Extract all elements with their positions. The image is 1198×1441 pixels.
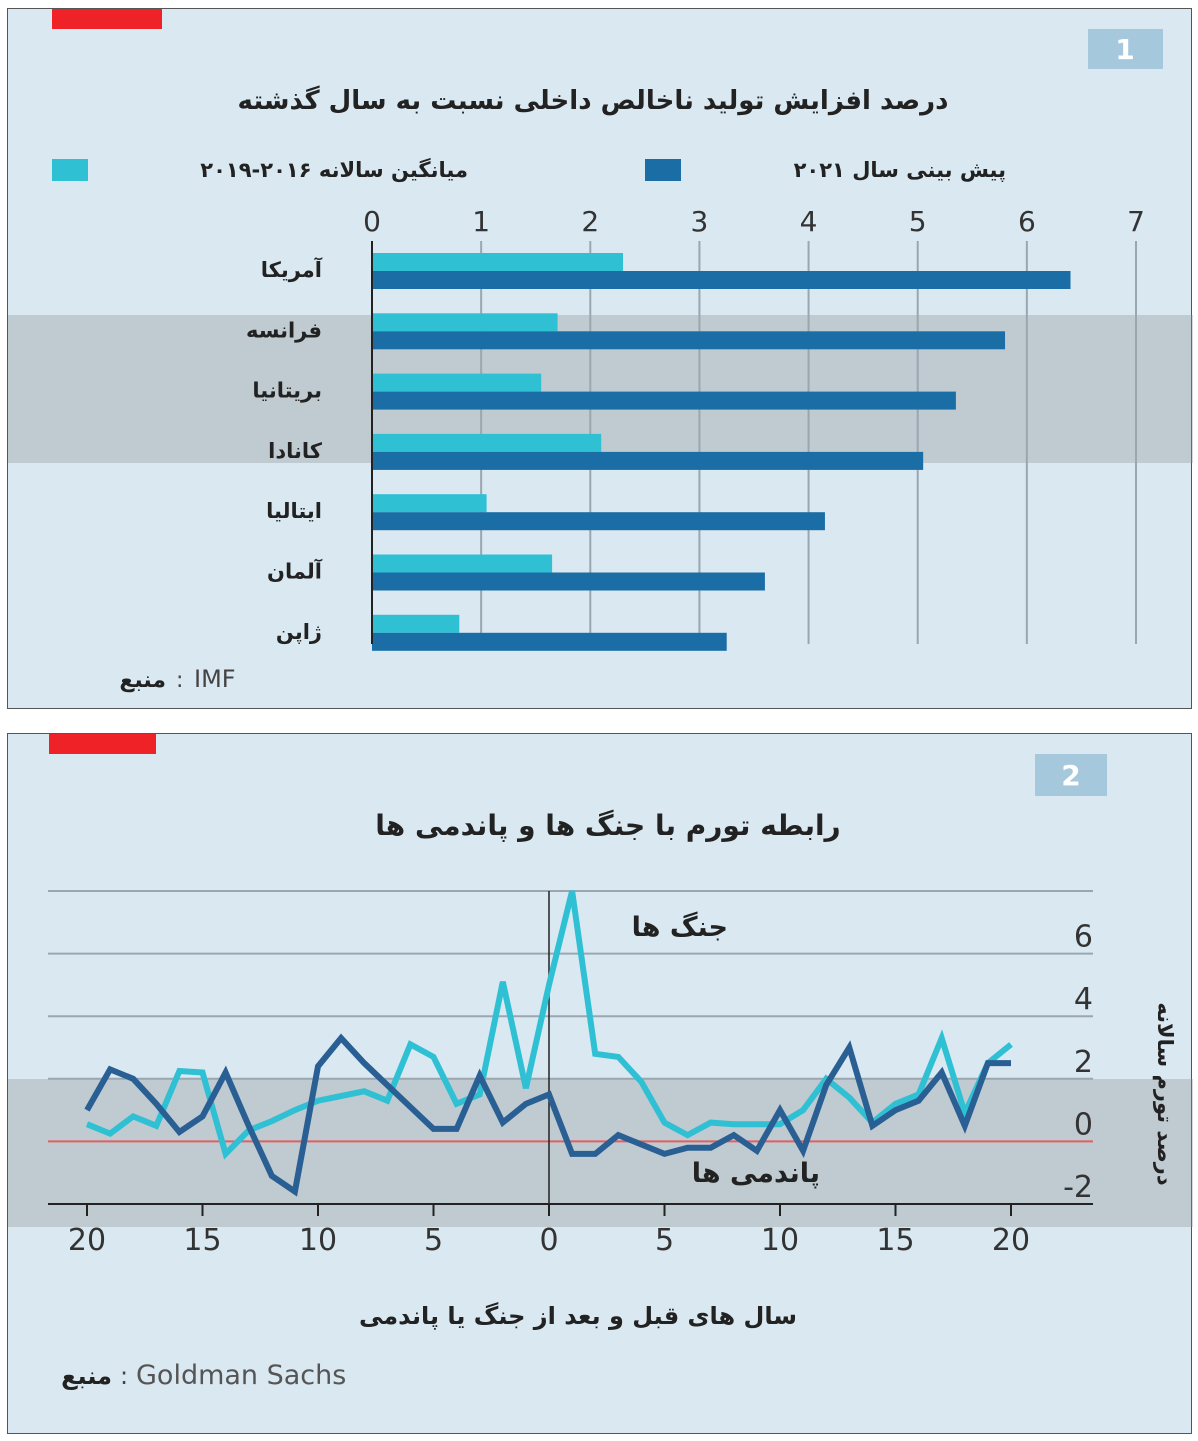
category-label: بریتانیا xyxy=(252,379,322,403)
red-accent-bar xyxy=(52,9,162,29)
bar-forecast xyxy=(372,391,956,410)
x-tick-label: 5 xyxy=(909,205,927,238)
chart-panel-gdp: 1 درصد افزایش تولید ناخالص داخلی نسبت به… xyxy=(7,8,1193,709)
category-label: کانادا xyxy=(268,439,323,463)
x-tick-label: 5 xyxy=(424,1223,443,1258)
chart-number-badge xyxy=(1035,754,1107,796)
bar-average xyxy=(372,494,487,513)
x-tick-label: 3 xyxy=(691,205,709,238)
x-tick-label: 20 xyxy=(992,1223,1030,1258)
x-tick-label: 6 xyxy=(1018,205,1036,238)
series-annotation-pandemics: پاندمی ها xyxy=(692,1158,820,1189)
x-tick-label: 15 xyxy=(876,1223,914,1258)
bar-forecast xyxy=(372,632,727,651)
source-value: IMF xyxy=(194,665,236,693)
source-label: منبع xyxy=(61,1362,112,1390)
x-tick-label: 20 xyxy=(68,1223,106,1258)
y-tick-label: 6 xyxy=(1074,920,1093,955)
y-tick-label: 2 xyxy=(1074,1045,1093,1080)
legend-label-average: میانگین سالانه ۲۰۱۶-۲۰۱۹ xyxy=(200,157,468,182)
bar-forecast xyxy=(372,271,1071,289)
y-axis-label: درصد تورم سالانه xyxy=(1153,1002,1177,1185)
category-label: فرانسه xyxy=(246,318,322,342)
chart-title: رابطه تورم با جنگ ها و پاندمی ها xyxy=(375,809,840,842)
y-tick-label: 0 xyxy=(1074,1107,1093,1142)
series-annotation-wars: جنگ ها xyxy=(632,911,728,943)
chart-number-badge xyxy=(1088,29,1163,69)
badge-number: 2 xyxy=(1061,759,1080,792)
bar-forecast xyxy=(372,512,825,531)
bar-average xyxy=(372,433,602,452)
bar-average xyxy=(372,313,558,332)
x-tick-label: 7 xyxy=(1127,205,1145,238)
bar-forecast xyxy=(372,331,1006,350)
chart-title: درصد افزایش تولید ناخالص داخلی نسبت به س… xyxy=(238,85,949,116)
y-tick-label: 4 xyxy=(1074,982,1093,1017)
x-tick-label: 1 xyxy=(472,205,490,238)
x-tick-label: 0 xyxy=(363,205,381,238)
x-tick-label: 4 xyxy=(800,205,818,238)
x-tick-label: 2 xyxy=(581,205,599,238)
y-tick-label: -2 xyxy=(1063,1170,1093,1205)
category-label: ایتالیا xyxy=(266,499,322,523)
source-value: Goldman Sachs xyxy=(136,1360,346,1391)
bar-average xyxy=(372,253,624,271)
bar-average xyxy=(372,554,553,573)
bar-forecast xyxy=(372,451,924,470)
x-tick-label: 0 xyxy=(539,1223,558,1258)
bar-average xyxy=(372,373,542,392)
legend-label-forecast: پیش بینی سال ۲۰۲۱ xyxy=(794,158,1006,182)
bar-average xyxy=(372,614,460,633)
x-tick-label: 10 xyxy=(761,1223,799,1258)
badge-number: 1 xyxy=(1115,33,1134,66)
x-tick-label: 10 xyxy=(299,1223,337,1258)
inflation-line-chart: 2 رابطه تورم با جنگ ها و پاندمی ها 6420-… xyxy=(8,734,1193,1391)
source-colon: : xyxy=(176,668,183,693)
x-tick-label: 5 xyxy=(655,1223,674,1258)
bar-forecast xyxy=(372,572,765,591)
legend-swatch-average xyxy=(52,159,88,181)
source-colon: : xyxy=(120,1362,128,1390)
category-label: ژاپن xyxy=(276,620,322,644)
gdp-bar-chart: 1 درصد افزایش تولید ناخالص داخلی نسبت به… xyxy=(8,9,1193,693)
x-tick-label: 15 xyxy=(183,1223,221,1258)
legend-swatch-forecast xyxy=(645,159,681,181)
category-label: آمریکا xyxy=(261,257,323,282)
source-label: منبع xyxy=(119,668,166,693)
category-label: آلمان xyxy=(267,559,323,584)
x-axis-label: سال های قبل و بعد از جنگ یا پاندمی xyxy=(359,1302,797,1330)
red-accent-bar xyxy=(49,734,156,754)
